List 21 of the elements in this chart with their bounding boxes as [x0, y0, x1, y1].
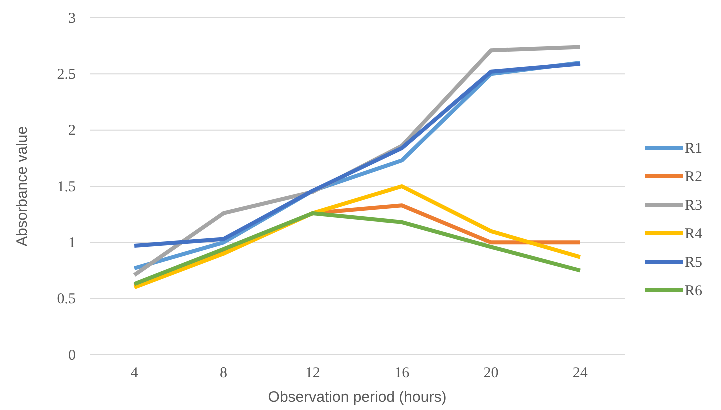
legend-label: R6 [685, 284, 704, 300]
y-tick-label: 2.5 [57, 66, 76, 83]
x-tick-label: 8 [220, 366, 228, 382]
x-tick-label: 24 [572, 366, 588, 382]
legend-label: R5 [685, 255, 703, 271]
y-tick-label: 1 [68, 235, 76, 252]
legend-label: R1 [685, 141, 703, 157]
legend-label: R2 [685, 170, 703, 186]
y-tick-label: 0.5 [57, 292, 76, 308]
x-tick-label: 12 [305, 366, 320, 382]
y-tick-label: 2 [68, 123, 76, 140]
y-tick-label: 1.5 [57, 179, 76, 196]
x-tick-label: 4 [130, 366, 139, 382]
y-axis-title: Absorbance value [14, 126, 31, 247]
legend-label: R3 [685, 198, 703, 214]
x-tick-label: 20 [484, 366, 499, 382]
y-tick-label: 0 [68, 348, 76, 364]
legend-label: R4 [685, 226, 704, 242]
y-tick-label: 3 [68, 10, 76, 27]
x-axis-title: Observation period (hours) [268, 389, 447, 406]
x-tick-label: 16 [394, 366, 410, 382]
